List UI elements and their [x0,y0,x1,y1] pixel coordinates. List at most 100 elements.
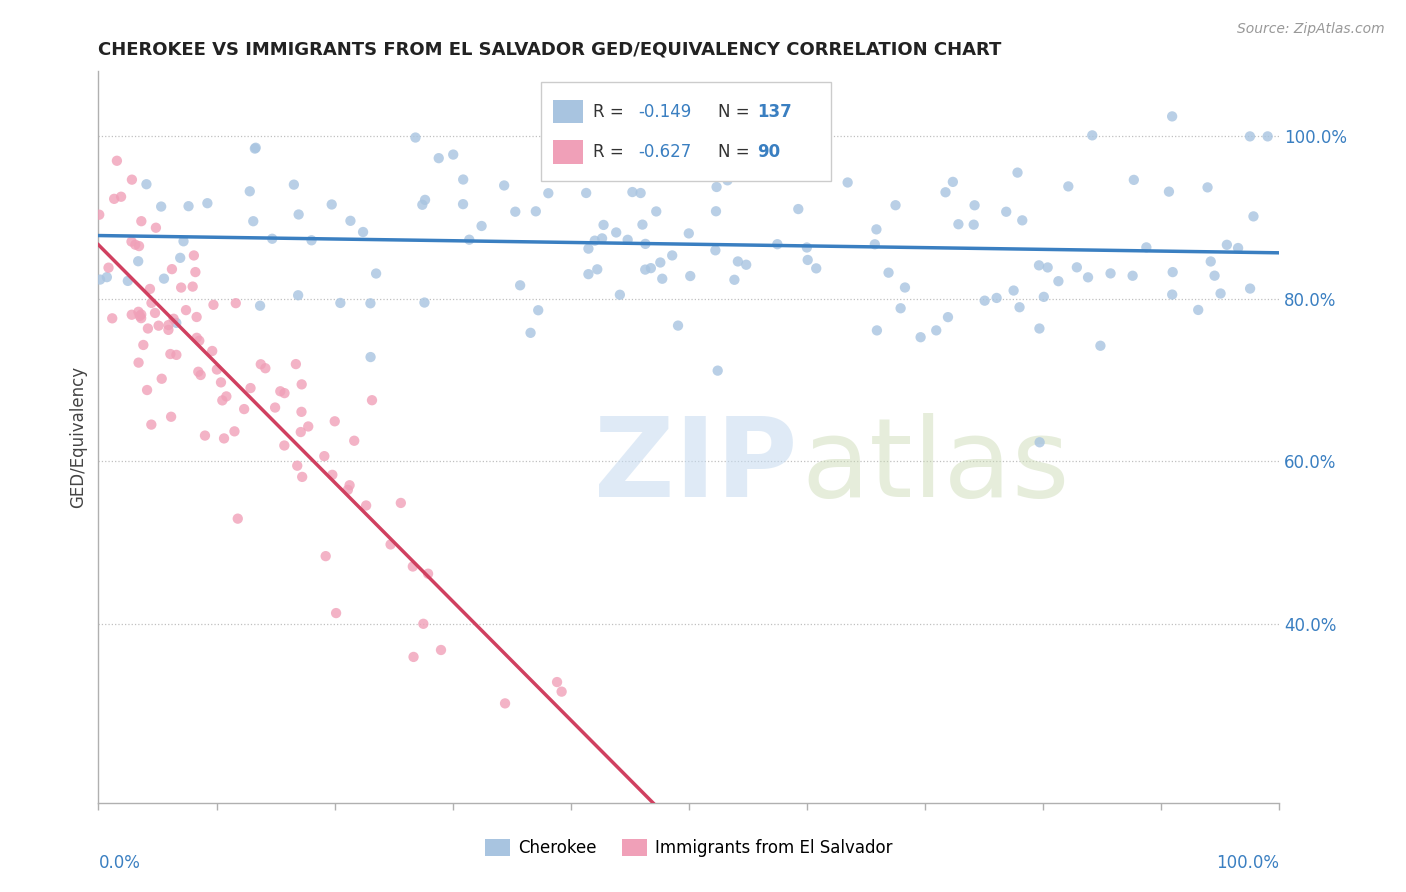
Point [766,237,789,252]
Point [165,348,187,362]
Point [1002,284,1025,298]
Point [135,178,157,192]
Point [413,295,436,310]
Point [651,271,673,285]
Point [1239,129,1261,144]
Point [321,197,343,211]
Point [631,218,654,232]
Bar [553,100,582,123]
Point [129,311,152,326]
Point [162,311,184,326]
Point [963,198,986,212]
Point [592,218,614,232]
Point [128,309,150,323]
Point [716,173,738,187]
Point [650,255,672,269]
Point [239,184,262,198]
Point [586,262,609,277]
Point [197,196,219,211]
Point [148,318,170,333]
Point [524,204,547,219]
Point [211,393,233,408]
Point [1057,179,1080,194]
Point [609,287,631,301]
Point [128,239,150,253]
Point [986,291,1008,305]
Point [157,318,180,332]
Point [735,258,758,272]
Point [339,478,361,492]
Point [121,172,143,186]
Point [634,236,657,251]
Point [1197,180,1219,194]
Text: -0.149: -0.149 [638,103,692,120]
Point [389,496,412,510]
Point [177,199,200,213]
Point [287,207,309,221]
Point [645,204,668,219]
Point [359,296,381,310]
Point [354,499,377,513]
Point [621,160,644,174]
Point [273,386,295,401]
Point [187,365,209,379]
Point [661,248,683,262]
Point [323,414,346,428]
Point [527,303,550,318]
Point [537,186,560,201]
Point [1187,302,1209,317]
Point [963,218,986,232]
Point [925,323,948,337]
Point [402,559,425,574]
Text: 137: 137 [758,103,792,120]
Point [578,267,600,281]
Point [209,376,232,390]
Point [591,231,613,245]
Point [121,235,143,249]
Point [97,260,120,275]
Point [704,244,727,258]
Point [1007,166,1029,180]
Point [763,160,786,174]
Point [153,271,176,285]
Point [139,282,162,296]
Point [160,262,183,277]
Point [910,330,932,344]
Point [704,204,727,219]
Point [413,193,436,207]
Point [471,219,494,233]
Point [190,368,212,382]
Point [1047,274,1070,288]
Point [583,234,606,248]
Point [127,254,149,268]
Point [329,296,352,310]
Point [1036,260,1059,275]
Point [1135,240,1157,254]
Point [128,356,150,370]
Point [129,308,152,322]
Point [131,214,153,228]
Text: R =: R = [593,103,630,120]
Point [262,232,284,246]
Point [361,393,384,408]
Point [1028,258,1050,272]
Point [321,467,343,482]
Point [325,606,347,620]
Point [1081,128,1104,143]
Point [127,305,149,319]
Point [360,350,382,364]
Point [285,458,308,473]
Text: N =: N = [718,103,755,120]
Point [411,198,433,212]
Text: 90: 90 [758,143,780,161]
Point [894,280,917,294]
Point [706,364,728,378]
Text: Source: ZipAtlas.com: Source: ZipAtlas.com [1237,22,1385,37]
Point [936,310,959,325]
Text: -0.627: -0.627 [638,143,692,161]
Point [1161,287,1184,301]
Point [141,417,163,432]
Point [136,383,159,397]
Point [666,318,689,333]
Text: ZIP: ZIP [595,413,797,520]
